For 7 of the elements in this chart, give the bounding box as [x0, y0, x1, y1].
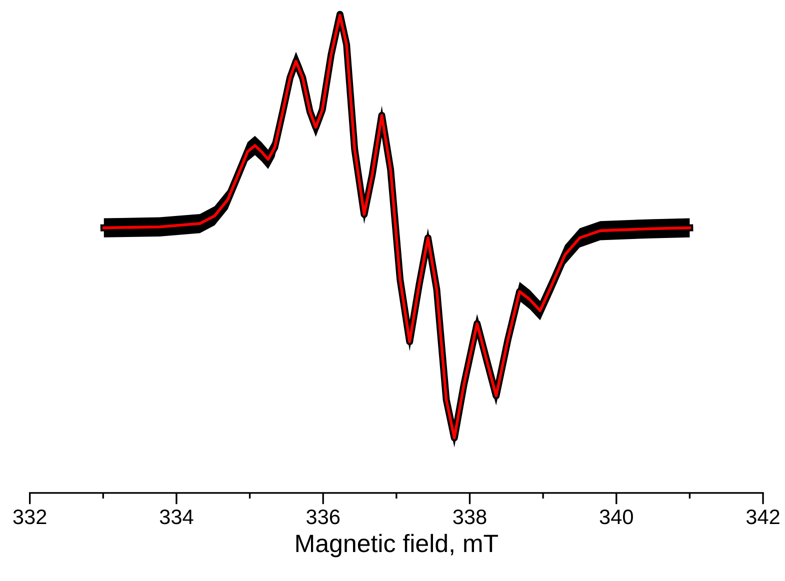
x-axis-title: Magnetic field, mT — [296, 534, 498, 558]
x-tick-label: 334 — [160, 510, 194, 524]
x-tick-label: 342 — [746, 510, 780, 524]
x-tick-label: 340 — [600, 510, 633, 524]
x-tick-label: 332 — [13, 510, 46, 524]
x-tick-label: 336 — [306, 510, 340, 524]
x-tick-label: 338 — [453, 510, 486, 524]
